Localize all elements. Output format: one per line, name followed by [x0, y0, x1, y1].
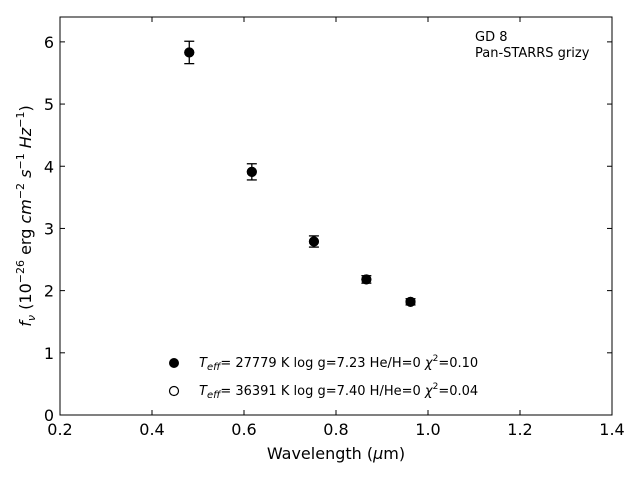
annotation-survey: Pan-STARRS grizy [475, 46, 590, 61]
legend-label-series-1: Teff= 27779 K log g=7.23 He/H=0 χ2=0.10 [199, 354, 478, 373]
x-axis-label: Wavelength (μm) [267, 444, 405, 463]
x-tick-label: 1.0 [415, 420, 440, 439]
data-point-filled [308, 236, 319, 247]
x-tick-label: 0.6 [231, 420, 256, 439]
y-tick-label: 2 [44, 282, 54, 301]
y-tick-label: 5 [44, 95, 54, 114]
legend: Teff= 27779 K log g=7.23 He/H=0 χ2=0.10 … [168, 354, 478, 401]
y-tick-label: 0 [44, 406, 54, 425]
x-tick-label: 1.2 [507, 420, 532, 439]
y-tick-label: 3 [44, 219, 54, 238]
legend-marker-filled [169, 358, 179, 368]
annotation-object-name: GD 8 [475, 30, 508, 45]
plot-frame [59, 16, 613, 416]
x-tick-label: 1.4 [599, 420, 624, 439]
y-tick-label: 6 [44, 33, 54, 52]
legend-label-series-2: Teff= 36391 K log g=7.40 H/He=0 χ2=0.04 [199, 382, 478, 401]
y-tick-label: 4 [44, 157, 54, 176]
axis-tick-labels: 0.2 0.4 0.6 0.8 1.0 1.2 1.4 0 1 2 3 4 5 6 [44, 33, 625, 439]
y-tick-label: 1 [44, 344, 54, 363]
data-point-filled [405, 296, 416, 307]
data-marks [184, 40, 416, 307]
x-tick-label: 0.8 [323, 420, 348, 439]
legend-marker-open [168, 385, 180, 397]
data-point-filled [361, 274, 372, 285]
data-point-filled [184, 47, 195, 58]
x-tick-label: 0.2 [47, 420, 72, 439]
data-point-filled [246, 166, 257, 177]
y-axis-label: fν (10−26 erg cm−2 s−1 Hz−1) [14, 105, 38, 326]
x-tick-label: 0.4 [139, 420, 164, 439]
